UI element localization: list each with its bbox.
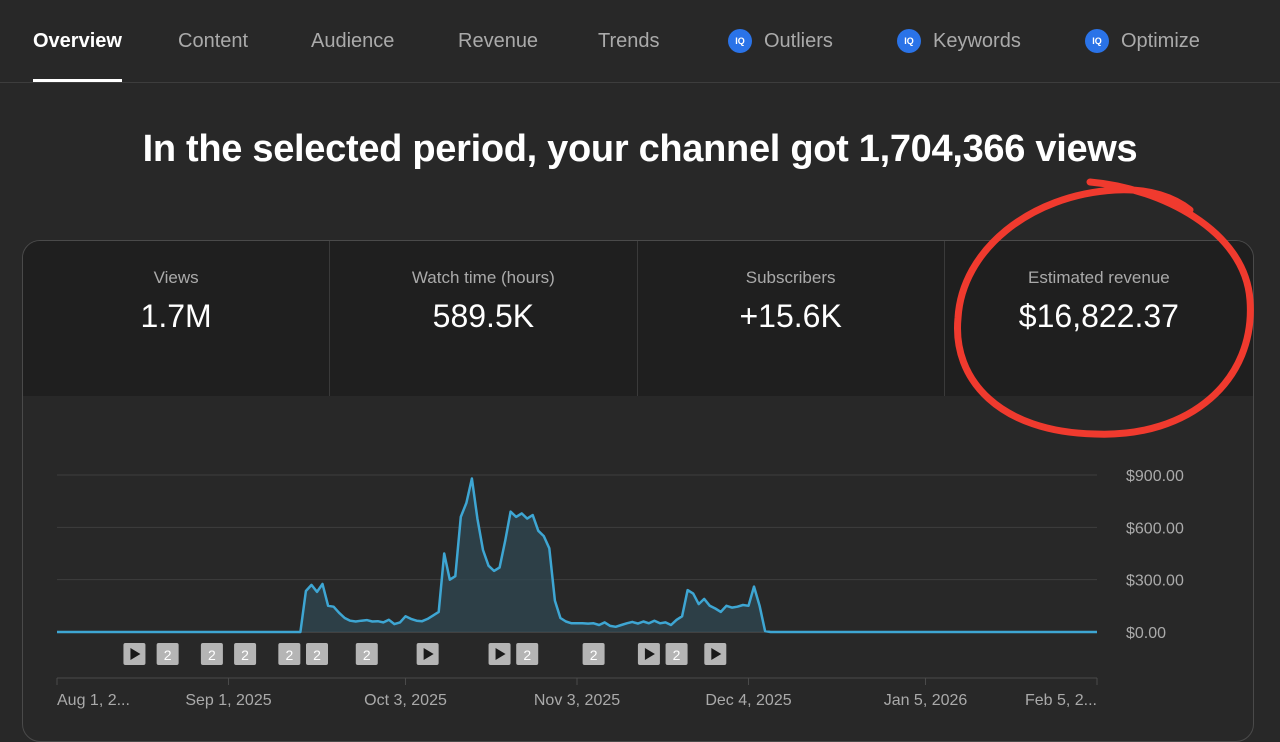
marker-count: 2 xyxy=(241,647,249,663)
marker-box xyxy=(306,643,328,665)
tab-label: Keywords xyxy=(933,29,1021,52)
marker-count: 2 xyxy=(523,647,531,663)
video-count-marker[interactable]: 2 xyxy=(306,643,328,665)
marker-box xyxy=(355,643,378,665)
video-marker[interactable] xyxy=(123,643,146,665)
video-count-marker[interactable]: 2 xyxy=(355,643,378,665)
metric-label: Watch time (hours) xyxy=(411,268,555,287)
tab-label: Revenue xyxy=(458,29,539,52)
video-count-marker[interactable]: 2 xyxy=(200,643,223,665)
marker-box xyxy=(278,643,301,665)
x-tick-label: Feb 5, 2... xyxy=(1025,692,1097,709)
metric-value: 1.7M xyxy=(140,298,212,334)
tab-bar: Overview Content Audience Revenue Trends… xyxy=(0,0,1280,83)
marker-count: 2 xyxy=(313,647,321,663)
metric-subscribers[interactable]: Subscribers +15.6K xyxy=(637,241,945,396)
video-count-marker[interactable]: 2 xyxy=(278,643,301,665)
metric-watch-time[interactable]: Watch time (hours) 589.5K xyxy=(330,241,638,396)
marker-box xyxy=(234,643,257,665)
tab-label: Overview xyxy=(33,29,122,52)
y-tick-label: $900.00 xyxy=(1126,468,1184,485)
tab-trends[interactable]: Trends xyxy=(598,0,660,82)
tab-audience[interactable]: Audience xyxy=(311,0,394,82)
tab-overview[interactable]: Overview xyxy=(33,0,122,82)
video-marker[interactable] xyxy=(488,643,511,665)
marker-box xyxy=(516,643,539,665)
play-icon xyxy=(495,648,506,660)
x-tick-label: Dec 4, 2025 xyxy=(705,692,791,709)
tab-outliers[interactable]: IQ Outliers xyxy=(728,0,833,82)
tab-label: Outliers xyxy=(764,29,833,52)
video-count-marker[interactable]: 2 xyxy=(516,643,539,665)
vidiq-icon: IQ xyxy=(897,29,921,53)
play-icon xyxy=(130,648,141,660)
tab-label: Audience xyxy=(311,29,395,52)
marker-count: 2 xyxy=(164,647,172,663)
play-icon xyxy=(644,648,655,660)
play-icon xyxy=(423,648,434,660)
x-tick-label: Oct 3, 2025 xyxy=(364,692,447,709)
metric-label: Subscribers xyxy=(745,268,836,287)
marker-count: 2 xyxy=(673,647,681,663)
tab-label: Trends xyxy=(598,29,660,52)
video-marker[interactable] xyxy=(416,643,439,665)
video-marker[interactable] xyxy=(637,643,660,665)
y-tick-label: $0.00 xyxy=(1126,625,1166,642)
marker-box xyxy=(156,643,179,665)
tab-revenue[interactable]: Revenue xyxy=(458,0,538,82)
video-count-marker[interactable]: 2 xyxy=(156,643,179,665)
marker-count: 2 xyxy=(285,647,293,663)
video-count-marker[interactable]: 2 xyxy=(582,643,605,665)
tab-label: Optimize xyxy=(1121,29,1200,52)
vidiq-icon: IQ xyxy=(1085,29,1109,53)
vidiq-icon: IQ xyxy=(728,29,752,53)
x-tick-label: Aug 1, 2... xyxy=(57,692,130,709)
marker-box xyxy=(200,643,223,665)
marker-count: 2 xyxy=(363,647,371,663)
metric-value: 589.5K xyxy=(432,298,535,334)
video-count-marker[interactable]: 2 xyxy=(665,643,688,665)
page-headline: In the selected period, your channel got… xyxy=(142,128,1138,170)
series-area xyxy=(57,478,1097,632)
marker-box xyxy=(582,643,605,665)
metric-label: Views xyxy=(153,268,199,287)
tab-label: Content xyxy=(178,29,249,52)
marker-count: 2 xyxy=(590,647,598,663)
tab-keywords[interactable]: IQ Keywords xyxy=(897,0,1021,82)
revenue-chart: $900.00 $600.00 $300.00 $0.00 Aug 1, 2... Sep… xyxy=(56,468,1184,709)
metric-views[interactable]: Views 1.7M xyxy=(23,241,331,396)
marker-count: 2 xyxy=(208,647,216,663)
tab-content[interactable]: Content xyxy=(178,0,248,82)
x-tick-label: Sep 1, 2025 xyxy=(185,692,271,709)
video-count-marker[interactable]: 2 xyxy=(234,643,257,665)
x-tick-label: Jan 5, 2026 xyxy=(884,692,968,709)
x-tick-label: Nov 3, 2025 xyxy=(534,692,620,709)
marker-box xyxy=(665,643,688,665)
active-tab-indicator xyxy=(33,79,122,82)
y-tick-label: $300.00 xyxy=(1126,573,1184,590)
tab-optimize[interactable]: IQ Optimize xyxy=(1085,0,1200,82)
series-line xyxy=(57,477,1097,634)
play-icon xyxy=(711,648,722,660)
metric-value: +15.6K xyxy=(739,298,842,334)
y-tick-label: $600.00 xyxy=(1126,520,1184,537)
video-marker[interactable] xyxy=(704,643,727,665)
